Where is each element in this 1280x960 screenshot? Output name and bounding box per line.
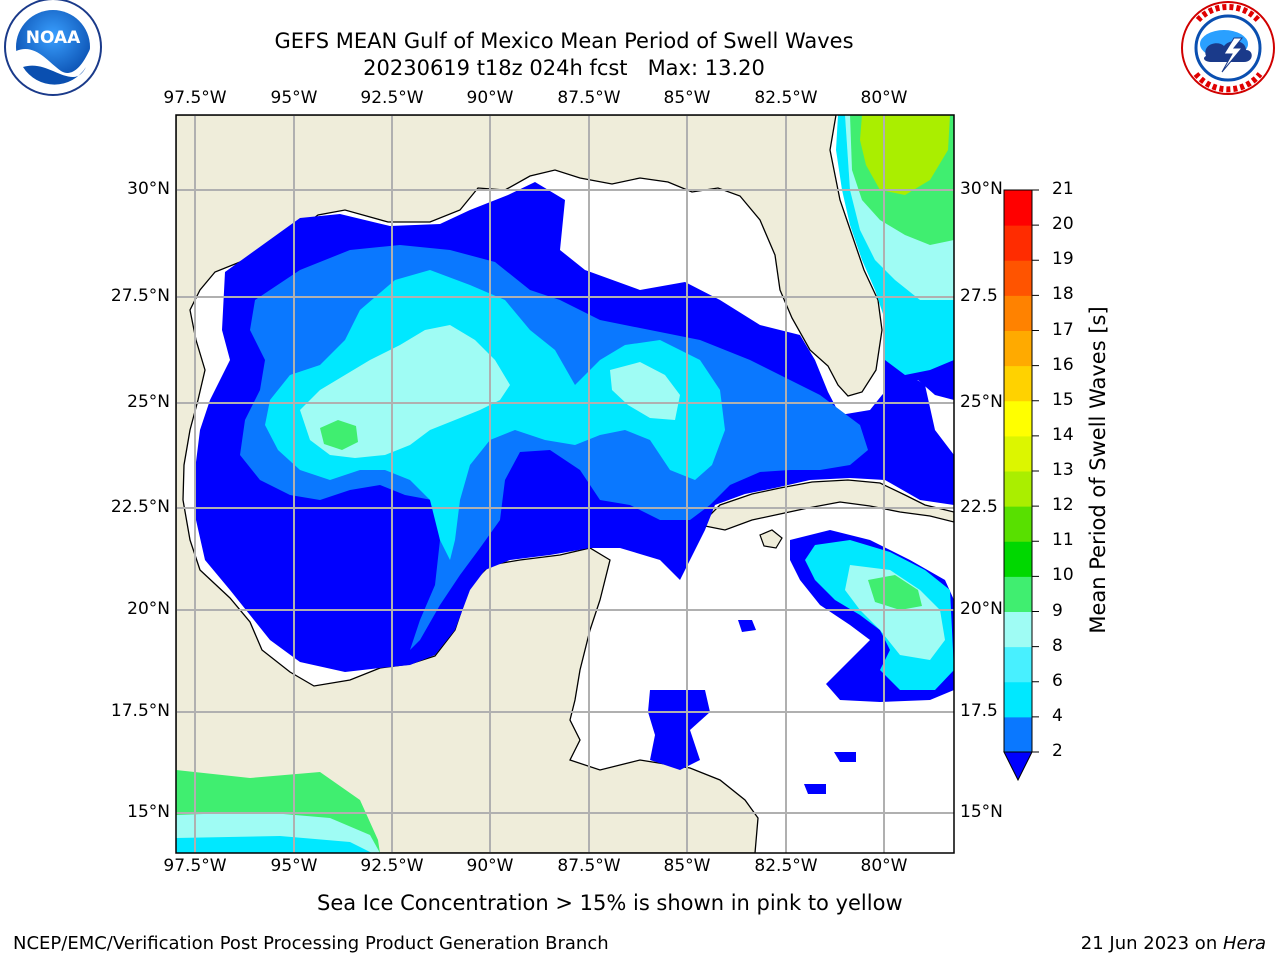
lon-tick-bottom: 87.5°W: [557, 856, 621, 876]
colorbar-swatch: [1004, 471, 1032, 507]
colorbar-swatch: [1004, 541, 1032, 577]
plot-title-line2: 20230619 t18z 024h fcst Max: 13.20: [363, 56, 765, 80]
swell-pacific-cyan: [176, 836, 372, 853]
colorbar-tick-label: 16: [1052, 354, 1074, 375]
date-stamp: 21 Jun 2023 on Hera: [1081, 933, 1266, 954]
colorbar-swatch: [1004, 716, 1032, 753]
colorbar-swatch: [1004, 611, 1032, 648]
date-text: 21 Jun 2023 on: [1080, 933, 1223, 954]
nws-logo: [1181, 1, 1275, 95]
colorbar-tick-label: 13: [1052, 460, 1074, 480]
colorbar-tick-label: 14: [1052, 424, 1074, 445]
colorbar-swatch: [1004, 330, 1032, 367]
colorbar-swatch: [1004, 400, 1032, 437]
lat-tick-left: 15°N: [127, 802, 170, 822]
lon-tick-top: 95°W: [270, 88, 318, 108]
colorbar-swatch: [1004, 681, 1032, 718]
colorbar-tick-label: 12: [1052, 495, 1074, 516]
colorbar-swatch: [1004, 260, 1032, 296]
swell-patch-small1: [738, 620, 756, 632]
noaa-logo-text: NOAA: [26, 28, 81, 48]
swell-band-6s: [265, 270, 725, 560]
colorbar-swatch: [1004, 576, 1032, 612]
swell-band-9s: [320, 420, 358, 450]
colorbar-tick-label: 15: [1052, 389, 1074, 410]
lat-tick-left: 30°N: [127, 179, 170, 199]
colorbar-swatch: [1004, 435, 1032, 472]
colorbar-tick-label: 19: [1052, 249, 1074, 270]
lon-tick-bottom: 90°W: [466, 856, 514, 876]
swell-patch-small3: [834, 752, 856, 762]
colorbar-swatch: [1004, 190, 1032, 226]
lon-tick-top: 82.5°W: [754, 88, 818, 108]
colorbar-tick-label: 2: [1052, 741, 1063, 761]
colorbar-tick-label: 4: [1052, 705, 1063, 726]
map-frame: [175, 114, 955, 854]
lon-tick-top: 90°W: [466, 88, 514, 108]
lat-tick-left: 17.5°N: [110, 701, 170, 721]
swell-caribbean-pale: [845, 565, 945, 660]
colorbar-tick-label: 10: [1052, 565, 1074, 586]
colorbar-tick-label: 11: [1052, 530, 1074, 551]
plot-title-line1: GEFS MEAN Gulf of Mexico Mean Period of …: [274, 29, 854, 53]
credit-text: NCEP/EMC/Verification Post Processing Pr…: [13, 933, 609, 954]
lat-tick-right: 27.5: [960, 286, 998, 306]
colorbar-swatch: [1004, 506, 1032, 542]
lat-tick-left: 25°N: [127, 392, 170, 412]
lat-tick-right: 20°N: [960, 599, 1003, 619]
sea-ice-note: Sea Ice Concentration > 15% is shown in …: [317, 891, 903, 915]
lat-tick-left: 20°N: [127, 599, 170, 619]
colorbar-tick-label: 9: [1052, 600, 1063, 621]
map-gridlines: [176, 115, 954, 853]
lat-tick-right: 17.5: [960, 701, 998, 721]
colorbar-tick-label: 21: [1052, 179, 1074, 199]
lat-tick-right: 22.5: [960, 497, 998, 517]
lat-tick-left: 22.5°N: [110, 497, 170, 517]
lon-tick-top: 92.5°W: [360, 88, 424, 108]
swell-caribbean-green: [868, 575, 922, 610]
colorbar-swatch: [1004, 225, 1032, 261]
lon-tick-bottom: 95°W: [270, 856, 318, 876]
map-area: [176, 115, 954, 853]
land-isle-of-youth: [759, 529, 783, 549]
lon-tick-top: 85°W: [663, 88, 711, 108]
lon-tick-top: 87.5°W: [557, 88, 621, 108]
lat-tick-right: 25°N: [960, 392, 1003, 412]
colorbar-tick-label: 20: [1052, 214, 1074, 235]
lon-tick-top: 97.5°W: [163, 88, 227, 108]
colorbar-swatch: [1004, 295, 1032, 331]
colorbar-tick-label: 17: [1052, 319, 1074, 340]
noaa-logo: NOAA: [4, 0, 102, 96]
lon-tick-bottom: 97.5°W: [163, 856, 227, 876]
lat-tick-left: 27.5°N: [110, 286, 170, 306]
swell-patch-small2: [804, 784, 826, 794]
swell-patch-honduras: [648, 690, 710, 770]
swell-atlantic-lime: [860, 115, 950, 195]
lon-tick-bottom: 92.5°W: [360, 856, 424, 876]
lat-tick-right: 30°N: [960, 179, 1003, 199]
colorbar-under-arrow: [1003, 751, 1033, 782]
colorbar: [1003, 189, 1039, 782]
lon-tick-top: 80°W: [860, 88, 908, 108]
host-text: Hera: [1222, 933, 1266, 954]
lon-tick-bottom: 82.5°W: [754, 856, 818, 876]
lon-tick-bottom: 80°W: [860, 856, 908, 876]
lon-tick-bottom: 85°W: [663, 856, 711, 876]
colorbar-tick-label: 8: [1052, 635, 1063, 656]
colorbar-swatch: [1004, 365, 1032, 402]
lat-tick-right: 15°N: [960, 802, 1003, 822]
colorbar-swatch: [1004, 646, 1032, 683]
colorbar-tick-label: 18: [1052, 284, 1074, 305]
colorbar-label: Mean Period of Swell Waves [s]: [1086, 306, 1110, 634]
colorbar-tick-label: 6: [1052, 670, 1063, 691]
